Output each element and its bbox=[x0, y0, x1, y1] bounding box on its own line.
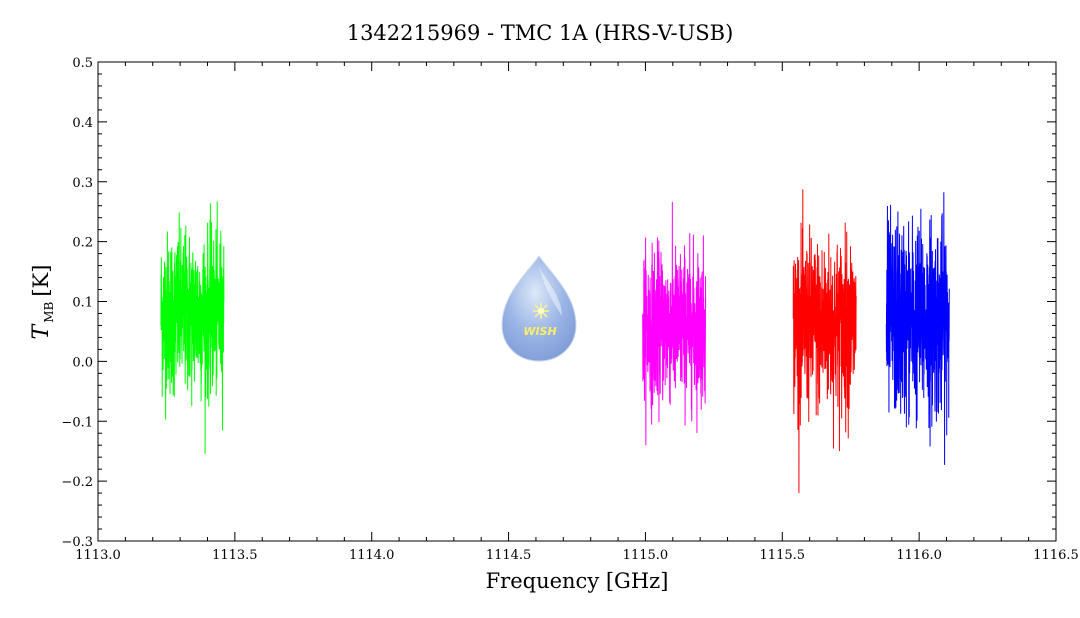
x-tick-label: 1114.5 bbox=[486, 548, 532, 563]
y-tick-label: 0.1 bbox=[72, 296, 93, 311]
spectrum-series-3 bbox=[792, 189, 857, 494]
y-axis-label-subscript: MB bbox=[42, 301, 56, 322]
y-axis-label-unit: [K] bbox=[29, 265, 53, 297]
y-tick-label: −0.2 bbox=[61, 475, 93, 490]
wish-drop-logo: WISH bbox=[501, 255, 577, 362]
x-axis-label: Frequency [GHz] bbox=[486, 569, 669, 593]
y-axis-label: TMB [K] bbox=[29, 265, 56, 340]
y-tick-label: 0.2 bbox=[72, 236, 93, 251]
spectrum-series-1 bbox=[160, 201, 225, 455]
y-tick-label: −0.1 bbox=[61, 415, 93, 430]
y-tick-labels: −0.3 −0.2 −0.1 0.0 0.1 0.2 0.3 0.4 0.5 bbox=[61, 56, 93, 550]
x-tick-label: 1116.5 bbox=[1033, 548, 1079, 563]
chart-title: 1342215969 - TMC 1A (HRS-V-USB) bbox=[347, 21, 734, 45]
y-tick-label: 0.3 bbox=[72, 176, 93, 191]
x-tick-label: 1115.0 bbox=[623, 548, 669, 563]
x-tick-label: 1113.5 bbox=[212, 548, 258, 563]
x-tick-label: 1113.0 bbox=[75, 548, 121, 563]
x-tick-label: 1116.0 bbox=[896, 548, 942, 563]
series-group bbox=[160, 189, 950, 494]
y-tick-label: 0.4 bbox=[72, 116, 93, 131]
y-tick-label: 0.5 bbox=[72, 56, 93, 71]
spectrum-series-4 bbox=[885, 192, 950, 465]
y-tick-label: −0.3 bbox=[61, 535, 93, 550]
x-tick-labels: 1113.0 1113.5 1114.0 1114.5 1115.0 1115.5 1116… bbox=[75, 548, 1079, 563]
logo-text: WISH bbox=[523, 325, 556, 338]
x-tick-label: 1115.5 bbox=[760, 548, 806, 563]
star-icon bbox=[533, 303, 549, 319]
x-tick-label: 1114.0 bbox=[349, 548, 395, 563]
svg-text:TMB[K]: TMB [K] bbox=[29, 265, 56, 340]
axis-ticks bbox=[97, 61, 1057, 542]
spectrum-series-2 bbox=[642, 201, 707, 446]
y-tick-label: 0.0 bbox=[72, 355, 93, 370]
y-axis-label-symbol: T bbox=[29, 322, 54, 339]
